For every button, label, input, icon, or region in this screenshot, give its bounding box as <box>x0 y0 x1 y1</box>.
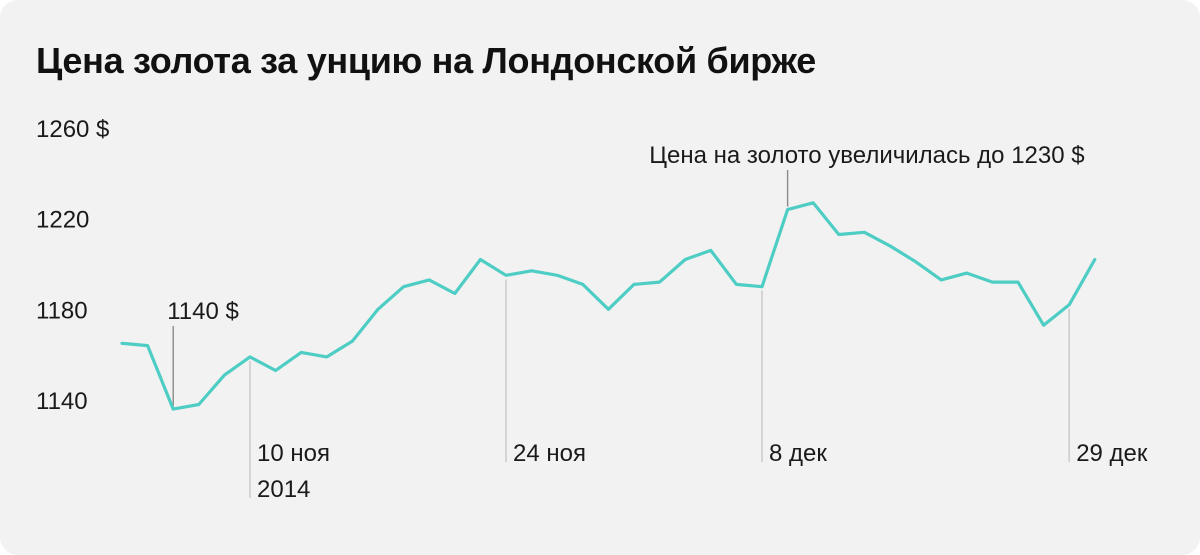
annotation-label: 1140 $ <box>167 298 239 325</box>
leader-lines <box>172 170 1070 498</box>
x-tick-label: 2014 <box>257 476 310 503</box>
y-tick-label: 1260 $ <box>36 116 109 143</box>
y-tick-label: 1140 <box>36 388 88 415</box>
x-tick-label: 29 дек <box>1076 440 1148 467</box>
y-tick-label: 1180 <box>36 297 88 324</box>
x-tick-label: 24 ноя <box>513 440 586 467</box>
annotations: 1140 $ Цена на золото увеличилась до 1230… <box>167 142 1084 325</box>
x-tick-label: 10 ноя <box>257 440 330 467</box>
chart-title: Цена золота за унцию на Лондонской бирже <box>36 40 816 81</box>
x-tick-label: 8 дек <box>769 440 827 467</box>
y-axis: 1260 $ 1220 1180 1140 <box>36 116 109 415</box>
x-axis: 10 ноя 2014 24 ноя 8 дек 29 дек <box>257 440 1148 503</box>
annotation-label: Цена на золото увеличилась до 1230 $ <box>649 142 1084 169</box>
y-tick-label: 1220 <box>36 207 89 234</box>
series-line <box>120 201 1097 411</box>
series <box>120 201 1097 411</box>
